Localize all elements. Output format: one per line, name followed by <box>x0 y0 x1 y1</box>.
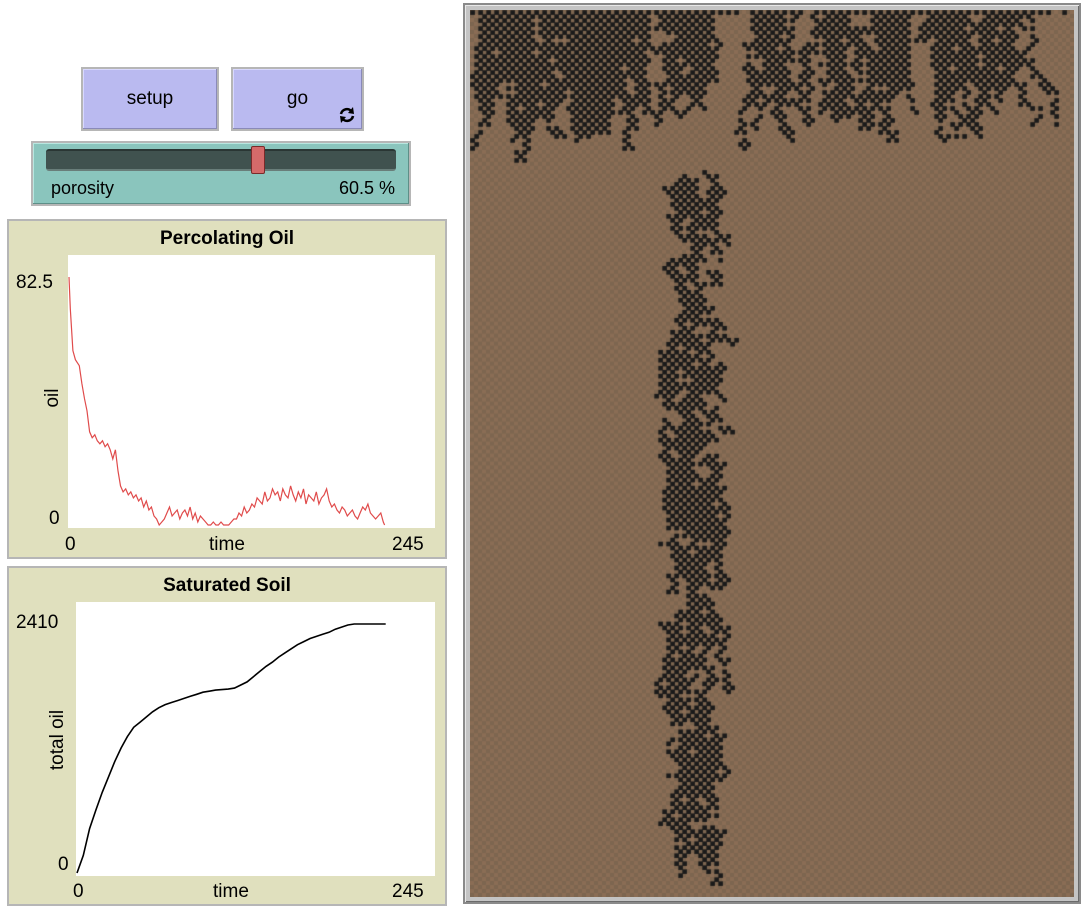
go-button[interactable]: go <box>231 67 364 131</box>
x-axis-label: time <box>209 534 245 555</box>
soil-grid[interactable] <box>470 10 1074 897</box>
world-view[interactable] <box>463 3 1081 904</box>
soil-canvas[interactable] <box>470 10 1074 897</box>
x-min-label: 0 <box>73 881 84 902</box>
y-max-label: 82.5 <box>16 272 53 293</box>
plot-area <box>68 255 435 528</box>
setup-button-label: setup <box>126 88 174 109</box>
slider-track[interactable] <box>46 149 396 171</box>
slider-thumb[interactable] <box>250 146 265 174</box>
plot-title: Saturated Soil <box>163 575 291 596</box>
go-button-label: go <box>286 88 309 109</box>
plot-title: Percolating Oil <box>159 228 295 249</box>
x-max-label: 245 <box>392 881 424 902</box>
y-min-label: 0 <box>58 854 69 875</box>
y-max-label: 2410 <box>16 612 59 633</box>
forever-icon <box>338 106 356 124</box>
slider-value: 60.5 % <box>338 178 395 198</box>
plot-line-svg <box>76 623 386 874</box>
oil-series-line <box>68 276 386 527</box>
y-axis-label: total oil <box>47 709 68 771</box>
percolating-oil-plot: Percolating Oil 82.5 0 oil 0 time 245 <box>7 219 447 559</box>
y-min-label: 0 <box>49 508 60 529</box>
plot-line-svg <box>68 276 386 527</box>
slider-label: porosity <box>51 178 115 198</box>
porosity-slider[interactable]: porosity 60.5 % <box>31 141 411 206</box>
x-axis-label: time <box>213 881 249 902</box>
setup-button[interactable]: setup <box>81 67 219 131</box>
y-axis-label: oil <box>42 388 63 408</box>
plot-area <box>76 602 435 876</box>
x-max-label: 245 <box>392 534 424 555</box>
total-oil-series-line <box>76 623 386 874</box>
saturated-soil-plot: Saturated Soil 2410 0 total oil 0 time 2… <box>7 566 447 906</box>
x-min-label: 0 <box>65 534 76 555</box>
